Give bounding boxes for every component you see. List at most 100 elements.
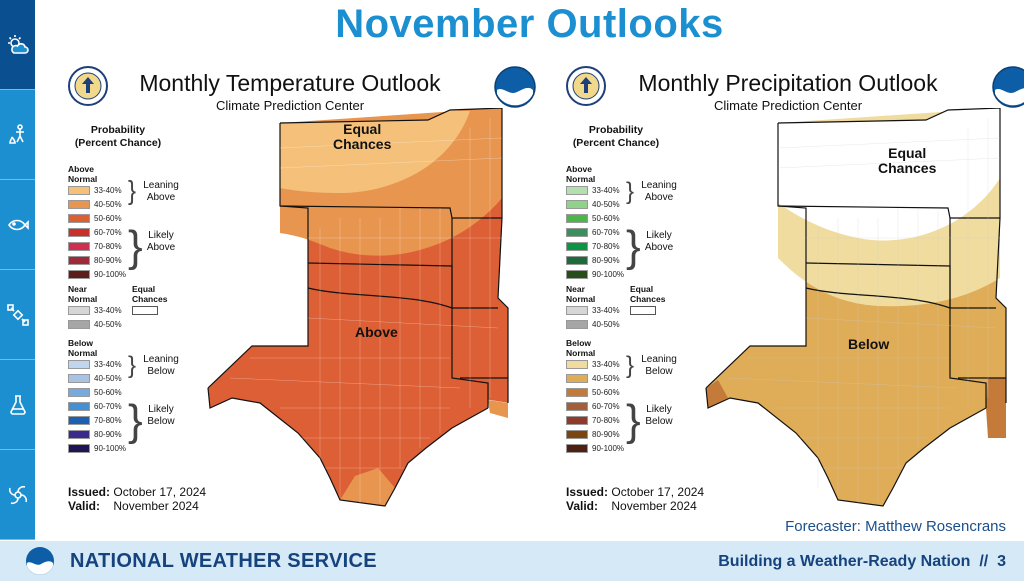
legend-range-label: 40-50% (94, 320, 122, 329)
map-label-equal-chances: Equal Chances (878, 145, 937, 176)
legend-swatch (566, 270, 588, 279)
issued-date: October 17, 2024 (611, 485, 705, 499)
below-normal-label: Below Normal (566, 338, 596, 358)
panel-subtitle: Climate Prediction Center (713, 98, 863, 113)
commerce-seal-icon (68, 66, 108, 106)
map-label-equal-chances: Equal Chances (333, 121, 392, 152)
legend-swatch (566, 444, 588, 453)
map-region-lean-se (488, 400, 508, 418)
brace: } (128, 352, 137, 379)
noaa-logo-icon (494, 66, 536, 108)
near-normal-label: Near Normal (68, 284, 98, 304)
above-normal-label: Above Normal (566, 164, 596, 184)
legend-range-label: 80-90% (94, 430, 122, 439)
sidebar-item-science[interactable] (0, 360, 35, 450)
legend-swatch (68, 416, 90, 425)
legend-range-label: 60-70% (94, 402, 122, 411)
legend-range-label: 80-90% (592, 256, 620, 265)
below-normal-label: Below Normal (68, 338, 98, 358)
legend-swatch (68, 200, 90, 209)
above-normal-label: Above Normal (68, 164, 98, 184)
leaning-below-label: Leaning Below (641, 354, 677, 377)
legend-swatch (68, 270, 90, 279)
legend-range-label: 33-40% (592, 306, 620, 315)
sidebar-item-fire-weather[interactable] (0, 90, 35, 180)
legend-range-label: 70-80% (94, 242, 122, 251)
legend-swatch (566, 416, 588, 425)
precipitation-outlook-panel: Monthly Precipitation Outlook Climate Pr… (548, 60, 1024, 520)
temperature-legend: Probability (Percent Chance) Above Norma… (68, 124, 208, 484)
map-label-above: Above (355, 324, 398, 340)
sidebar-item-weather[interactable] (0, 0, 35, 90)
equal-chances-swatch (630, 306, 656, 315)
brace: } (128, 176, 137, 207)
legend-range-label: 40-50% (592, 320, 620, 329)
legend-range-label: 33-40% (94, 306, 122, 315)
map-region-lean-south (340, 468, 395, 506)
map-label-below: Below (848, 336, 890, 352)
sidebar-item-satellite[interactable] (0, 270, 35, 360)
legend-range-label: 70-80% (592, 242, 620, 251)
legend-swatch (68, 430, 90, 439)
likely-below-label: Likely Below (645, 404, 673, 427)
valid-label: Valid: (566, 499, 599, 513)
legend-swatch (566, 430, 588, 439)
temperature-outlook-panel: Monthly Temperature Outlook Climate Pred… (50, 60, 536, 520)
legend-range-label: 90-100% (94, 270, 127, 279)
legend-range-label: 50-60% (592, 214, 620, 223)
sidebar-item-tropical[interactable] (0, 450, 35, 540)
legend-range-label: 60-70% (592, 228, 620, 237)
equal-chances-label: Equal Chances (132, 284, 168, 304)
likely-below-label: Likely Below (147, 404, 175, 427)
legend-swatch (68, 228, 90, 237)
legend-swatch (68, 186, 90, 195)
equal-chances-label: Equal Chances (630, 284, 666, 304)
legend-heading: Probability (Percent Chance) (572, 124, 660, 149)
sidebar-item-marine[interactable] (0, 180, 35, 270)
legend-swatch (68, 388, 90, 397)
legend-range-label: 33-40% (94, 186, 122, 195)
legend-swatch (566, 388, 588, 397)
legend-range-label: 40-50% (94, 374, 122, 383)
map-region-likely-below-west (706, 380, 728, 408)
valid-label: Valid: (68, 499, 101, 513)
legend-range-label: 40-50% (592, 374, 620, 383)
leaning-above-label: Leaning Above (143, 180, 179, 203)
commerce-seal-icon (566, 66, 606, 106)
brace: } (626, 178, 635, 205)
legend-swatch (68, 306, 90, 315)
legend-swatch (566, 200, 588, 209)
legend-range-label: 33-40% (592, 186, 620, 195)
legend-range-label: 90-100% (94, 444, 127, 453)
legend-range-label: 40-50% (94, 200, 122, 209)
panel-subtitle: Climate Prediction Center (215, 98, 365, 113)
equal-chances-swatch (132, 306, 158, 315)
legend-swatch (566, 306, 588, 315)
precipitation-outlook-map (705, 108, 1007, 507)
satellite-icon (6, 303, 29, 326)
legend-swatch (68, 374, 90, 383)
legend-swatch (68, 402, 90, 411)
likely-above-label: Likely Above (644, 230, 674, 253)
footer-bar: NATIONAL WEATHER SERVICE Building a Weat… (0, 541, 1024, 581)
valid-period: November 2024 (611, 499, 697, 513)
legend-range-label: 60-70% (592, 402, 620, 411)
leaning-below-label: Leaning Below (143, 354, 179, 377)
brace: } (128, 222, 143, 271)
marine-fish-icon (7, 219, 29, 230)
near-normal-label: Near Normal (566, 284, 596, 304)
legend-swatch (68, 444, 90, 453)
valid-period: November 2024 (113, 499, 199, 513)
legend-range-label: 90-100% (592, 270, 625, 279)
issued-label: Issued: (68, 485, 111, 499)
legend-swatch (566, 402, 588, 411)
legend-range-label: 33-40% (592, 360, 620, 369)
brace: } (626, 396, 641, 445)
legend-range-label: 60-70% (94, 228, 122, 237)
legend-swatch (566, 186, 588, 195)
legend-swatch (68, 214, 90, 223)
legend-swatch (566, 256, 588, 265)
sidebar-nav (0, 0, 35, 540)
map-region-likely-below-east (986, 378, 1006, 438)
legend-swatch (566, 214, 588, 223)
